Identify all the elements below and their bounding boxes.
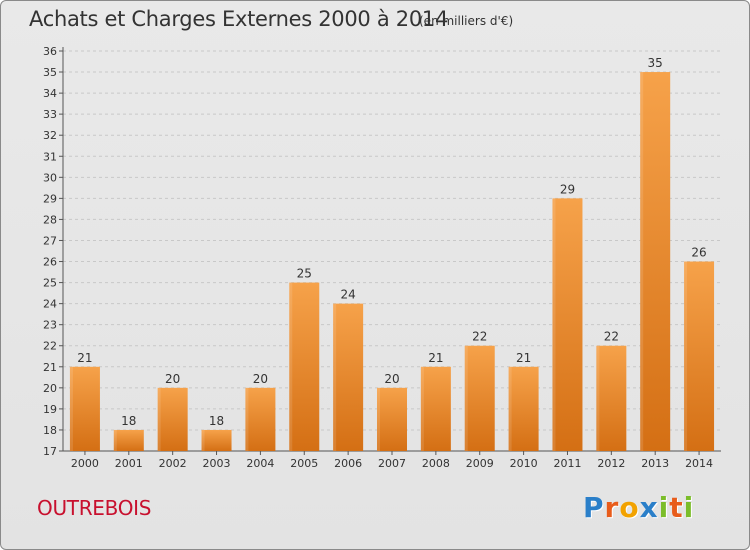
bar-highlight-2004 bbox=[245, 387, 249, 451]
x-tick-label-2007: 2007 bbox=[378, 457, 406, 470]
y-tick-label: 31 bbox=[43, 150, 57, 163]
bar-highlight-2009 bbox=[464, 345, 468, 451]
data-label-2008: 21 bbox=[428, 351, 443, 365]
bar-highlight-2005 bbox=[289, 282, 293, 451]
bar-2007 bbox=[377, 387, 407, 451]
x-tick-labels: 2000 2001 2002 2003 2004 2005 2006 2007 2008 2009… bbox=[71, 457, 713, 470]
x-tick-label-2014: 2014 bbox=[685, 457, 713, 470]
bar-highlight-2012 bbox=[596, 345, 600, 451]
x-tick-label-2009: 2009 bbox=[466, 457, 494, 470]
y-tick-label: 29 bbox=[43, 192, 57, 205]
bar-2012 bbox=[596, 345, 627, 451]
data-label-2001: 18 bbox=[121, 414, 136, 428]
y-tick-label: 33 bbox=[43, 108, 57, 121]
data-label-2013: 35 bbox=[648, 56, 663, 70]
bar-highlight-2013 bbox=[640, 72, 644, 451]
bar-2010 bbox=[508, 366, 539, 451]
y-tick-label: 21 bbox=[43, 361, 57, 374]
data-label-2005: 25 bbox=[297, 267, 312, 281]
bar-2014 bbox=[684, 261, 715, 451]
bar-highlight-2006 bbox=[333, 303, 337, 451]
data-label-2012: 22 bbox=[604, 330, 619, 344]
x-tick-label-2002: 2002 bbox=[159, 457, 187, 470]
bar-highlight-2003 bbox=[201, 429, 205, 451]
bar-2013 bbox=[640, 72, 671, 451]
bar-highlight-2011 bbox=[552, 198, 556, 451]
x-tick-label-2012: 2012 bbox=[597, 457, 625, 470]
x-tick-label-2006: 2006 bbox=[334, 457, 362, 470]
y-tick-label: 18 bbox=[43, 424, 57, 437]
bar-2001 bbox=[113, 429, 144, 451]
logo-letter: r bbox=[604, 491, 620, 524]
data-label-2002: 20 bbox=[165, 372, 180, 386]
bar-2005 bbox=[289, 282, 320, 451]
bars bbox=[69, 72, 715, 451]
data-label-2011: 29 bbox=[560, 182, 575, 196]
data-label-2009: 22 bbox=[472, 330, 487, 344]
commune-name: OUTREBOIS bbox=[37, 496, 152, 520]
y-tick-labels: 17 18 19 20 21 22 23 24 25 26 27 28 29 30 31 32 33 34 35 36 bbox=[43, 45, 57, 458]
x-tick-label-2003: 2003 bbox=[203, 457, 231, 470]
bar-highlight-2001 bbox=[113, 429, 117, 451]
bar-highlight-2002 bbox=[157, 387, 161, 451]
bar-highlight-2008 bbox=[420, 366, 424, 451]
x-tick-label-2008: 2008 bbox=[422, 457, 450, 470]
y-tick-label: 24 bbox=[43, 298, 57, 311]
bar-highlight-2000 bbox=[69, 366, 73, 451]
x-tick-label-2000: 2000 bbox=[71, 457, 99, 470]
y-tick-label: 23 bbox=[43, 319, 57, 332]
logo-letter: P bbox=[583, 491, 605, 524]
data-label-2007: 20 bbox=[384, 372, 399, 386]
chart-unit: (en milliers d'€) bbox=[419, 14, 514, 28]
bar-2011 bbox=[552, 198, 583, 451]
y-tick-label: 30 bbox=[43, 171, 57, 184]
bar-highlight-2014 bbox=[684, 261, 688, 451]
data-label-2004: 20 bbox=[253, 372, 268, 386]
y-tick-label: 27 bbox=[43, 234, 57, 247]
y-tick-label: 35 bbox=[43, 66, 57, 79]
logo-letter: t bbox=[669, 491, 684, 524]
y-tick-label: 20 bbox=[43, 382, 57, 395]
y-tick-label: 25 bbox=[43, 277, 57, 290]
x-tick-label-2011: 2011 bbox=[553, 457, 581, 470]
bar-2003 bbox=[201, 429, 232, 451]
y-tick-label: 26 bbox=[43, 256, 57, 269]
y-tick-label: 36 bbox=[43, 45, 57, 58]
bar-highlight-2010 bbox=[508, 366, 512, 451]
x-tick-label-2004: 2004 bbox=[246, 457, 274, 470]
logo-letter: x bbox=[639, 491, 659, 524]
data-label-2003: 18 bbox=[209, 414, 224, 428]
bar-2002 bbox=[157, 387, 188, 451]
data-label-2010: 21 bbox=[516, 351, 531, 365]
x-tick-label-2001: 2001 bbox=[115, 457, 143, 470]
y-tick-label: 22 bbox=[43, 340, 57, 353]
logo-letter: i bbox=[658, 491, 670, 524]
bar-2004 bbox=[245, 387, 276, 451]
bar-2006 bbox=[333, 303, 364, 451]
proxiti-logo[interactable]: Proxiti bbox=[583, 491, 694, 524]
logo-letter: o bbox=[619, 491, 640, 524]
x-tick-label-2013: 2013 bbox=[641, 457, 669, 470]
y-tick-label: 19 bbox=[43, 403, 57, 416]
data-labels: 21 18 20 18 20 25 24 20 21 22 21 29 22 35 26 bbox=[77, 56, 706, 428]
data-label-2006: 24 bbox=[340, 288, 355, 302]
y-tick-label: 34 bbox=[43, 87, 57, 100]
data-label-2014: 26 bbox=[691, 246, 706, 260]
x-tick-label-2005: 2005 bbox=[290, 457, 318, 470]
bar-2000 bbox=[69, 366, 100, 451]
bar-highlight-2007 bbox=[377, 387, 380, 451]
chart-title: Achats et Charges Externes 2000 à 2014 bbox=[29, 7, 449, 31]
y-tick-label: 17 bbox=[43, 445, 57, 458]
y-tick-label: 28 bbox=[43, 213, 57, 226]
bar-2008 bbox=[420, 366, 451, 451]
data-label-2000: 21 bbox=[77, 351, 92, 365]
logo-letter: i bbox=[683, 491, 695, 524]
bar-2009 bbox=[464, 345, 495, 451]
x-tick-label-2010: 2010 bbox=[510, 457, 538, 470]
y-tick-label: 32 bbox=[43, 129, 57, 142]
